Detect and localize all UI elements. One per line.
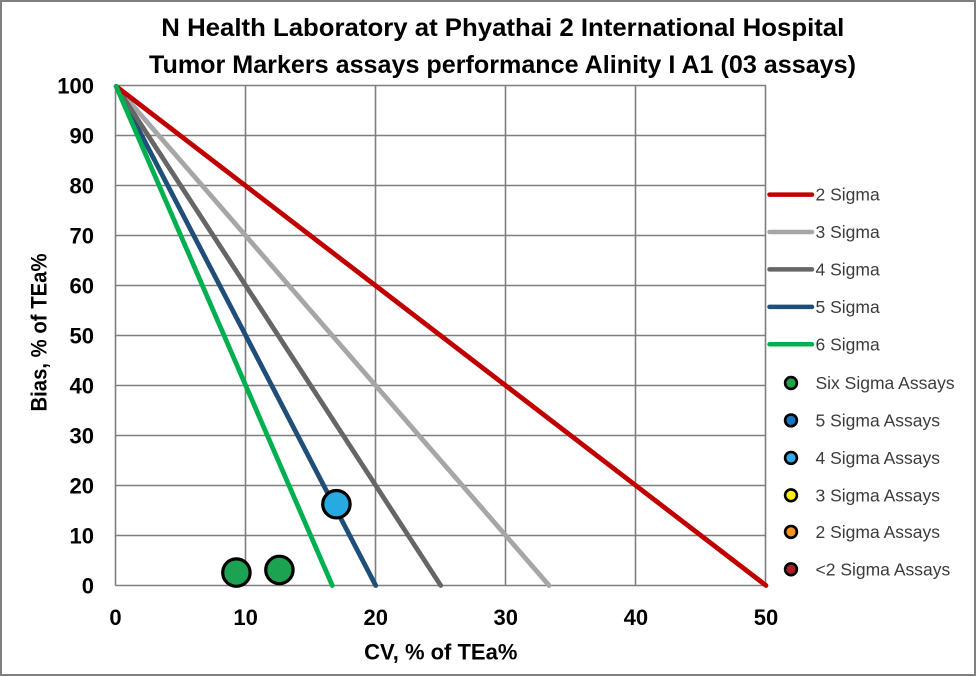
svg-text:4 Sigma: 4 Sigma [816,259,880,279]
svg-text:3 Sigma: 3 Sigma [816,222,880,242]
svg-text:30: 30 [70,423,94,448]
svg-text:100: 100 [57,74,94,99]
svg-text:3 Sigma Assays: 3 Sigma Assays [816,485,941,505]
svg-text:Bias, % of TEa%: Bias, % of TEa% [27,254,52,412]
svg-text:N Health Laboratory at Phyatha: N Health Laboratory at Phyathai 2 Intern… [161,14,844,42]
svg-text:80: 80 [70,174,94,199]
svg-text:20: 20 [363,605,387,630]
svg-text:0: 0 [109,605,121,630]
svg-text:CV, % of TEa%: CV, % of TEa% [364,640,517,665]
svg-text:2 Sigma: 2 Sigma [816,185,880,205]
svg-text:60: 60 [70,274,94,299]
svg-text:2 Sigma Assays: 2 Sigma Assays [816,522,941,542]
svg-text:40: 40 [624,605,648,630]
svg-text:6 Sigma: 6 Sigma [816,334,880,354]
svg-text:40: 40 [70,373,94,398]
svg-text:30: 30 [494,605,518,630]
svg-text:50: 50 [754,605,778,630]
svg-text:10: 10 [233,605,257,630]
svg-text:90: 90 [70,124,94,149]
svg-text:Tumor Markers assays performan: Tumor Markers assays performance Alinity… [149,51,856,79]
svg-text:20: 20 [70,473,94,498]
svg-text:4 Sigma Assays: 4 Sigma Assays [816,448,941,468]
svg-text:5 Sigma Assays: 5 Sigma Assays [816,410,941,430]
svg-text:70: 70 [70,224,94,249]
svg-text:5 Sigma: 5 Sigma [816,297,880,317]
svg-text:0: 0 [82,573,94,598]
svg-text:50: 50 [70,324,94,349]
svg-text:10: 10 [70,523,94,548]
svg-text:Six Sigma Assays: Six Sigma Assays [816,373,955,393]
svg-text:<2 Sigma Assays: <2 Sigma Assays [816,559,951,579]
